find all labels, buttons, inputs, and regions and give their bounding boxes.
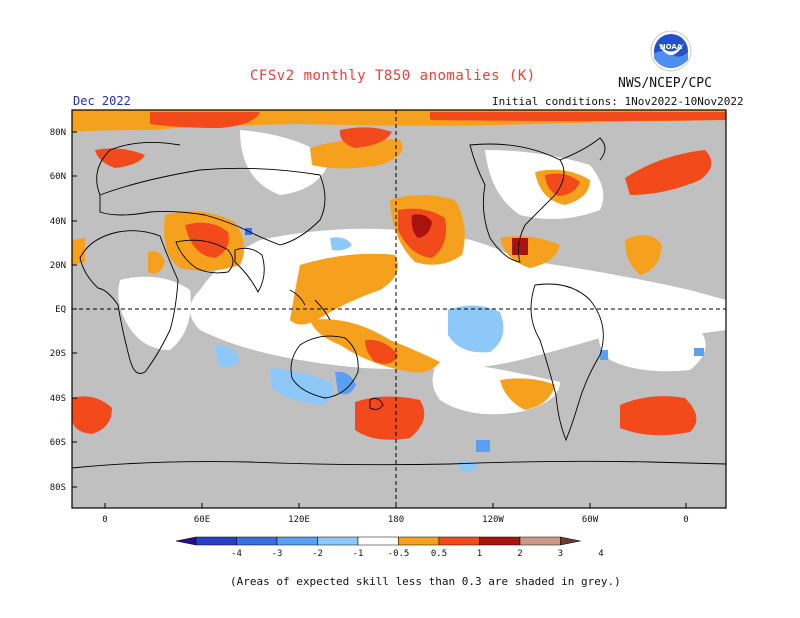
lat-label: 60N (50, 172, 66, 182)
colorbar-segment (519, 536, 561, 546)
colorbar-segment (357, 536, 399, 546)
strong-warm-anomaly (365, 339, 398, 364)
extreme-warm-anomaly (512, 238, 528, 255)
noaa-logo-icon: NOAA (650, 30, 692, 72)
lon-label: 60W (582, 515, 599, 525)
lon-label: 0 (102, 515, 107, 525)
colorbar-label: -4 (231, 549, 242, 559)
colorbar-label: 2 (517, 549, 522, 559)
colorbar-label: 3 (558, 549, 563, 559)
colorbar-label: 0.5 (431, 549, 447, 559)
initial-conditions: Initial conditions: 1Nov2022-10Nov2022 (492, 95, 744, 108)
neutral-region (598, 325, 706, 372)
coastlines (72, 137, 726, 469)
lon-label: 0 (683, 515, 688, 525)
cool-anomaly (600, 350, 608, 360)
colorbar-label: 4 (598, 549, 603, 559)
colorbar-segment (195, 536, 237, 546)
colorbar-label: -3 (272, 549, 283, 559)
map-title: CFSv2 monthly T850 anomalies (K) (250, 68, 536, 84)
lat-label: 80N (50, 128, 66, 138)
lat-label: 40S (50, 394, 66, 404)
lat-label: 80S (50, 483, 66, 493)
cool-anomaly (448, 305, 504, 353)
colorbar-label: -1 (353, 549, 364, 559)
warm-anomaly (625, 235, 662, 275)
warm-anomaly (500, 378, 555, 410)
strong-warm-anomaly (430, 112, 726, 121)
lat-label: EQ (55, 305, 66, 315)
lon-label: 180 (388, 515, 404, 525)
map-field (72, 110, 726, 508)
strong-warm-anomaly (355, 396, 425, 440)
lat-label: 60S (50, 438, 66, 448)
colorbar-arrow-right (560, 536, 581, 546)
strong-warm-anomaly (72, 396, 112, 434)
warm-anomaly (310, 138, 403, 169)
latitude-labels: 80N 60N 40N 20N EQ 20S 40S 60S 80S (50, 128, 77, 493)
colorbar-segment (317, 536, 359, 546)
lat-label: 20N (50, 261, 66, 271)
colorbar-arrow-left (175, 536, 197, 546)
strong-warm-anomaly (339, 127, 392, 148)
colorbar-segment (479, 536, 521, 546)
longitude-labels: 0 60E 120E 180 120W 60W 0 (102, 503, 689, 525)
colorbar-label: -2 (312, 549, 323, 559)
colorbar-segment (398, 536, 440, 546)
lon-label: 120W (482, 515, 504, 525)
lat-label: 40N (50, 217, 66, 227)
colorbar-label: 1 (477, 549, 482, 559)
strong-warm-anomaly (545, 173, 580, 196)
logo-text: NOAA (660, 43, 683, 51)
neutral-region (240, 130, 330, 195)
lat-label: 20S (50, 349, 66, 359)
colorbar: -4 -3 -2 -1 -0.5 0.5 1 2 3 4 (175, 536, 604, 559)
strong-warm-anomaly (620, 396, 697, 436)
colorbar-segment (276, 536, 318, 546)
strong-warm-anomaly (185, 222, 229, 258)
warm-anomaly (72, 238, 85, 265)
cool-anomaly (476, 440, 490, 452)
strong-warm-anomaly (150, 112, 260, 128)
agency-label: NWS/NCEP/CPC (618, 76, 712, 91)
cool-anomaly (694, 348, 704, 356)
cool-anomaly (215, 345, 240, 368)
extreme-warm-anomaly (411, 214, 432, 238)
skill-footnote: (Areas of expected skill less than 0.3 a… (230, 575, 621, 588)
forecast-month: Dec 2022 (73, 94, 131, 108)
warm-anomaly (290, 253, 398, 325)
cool-anomaly (335, 371, 356, 395)
warm-anomaly (148, 251, 165, 274)
colorbar-label: -0.5 (388, 549, 410, 559)
colorbar-segment (236, 536, 278, 546)
lon-label: 120E (288, 515, 310, 525)
cool-anomaly (330, 237, 352, 251)
lon-label: 60E (194, 515, 210, 525)
strong-warm-anomaly (625, 150, 712, 195)
neutral-region (118, 276, 191, 350)
colorbar-segment (438, 536, 480, 546)
